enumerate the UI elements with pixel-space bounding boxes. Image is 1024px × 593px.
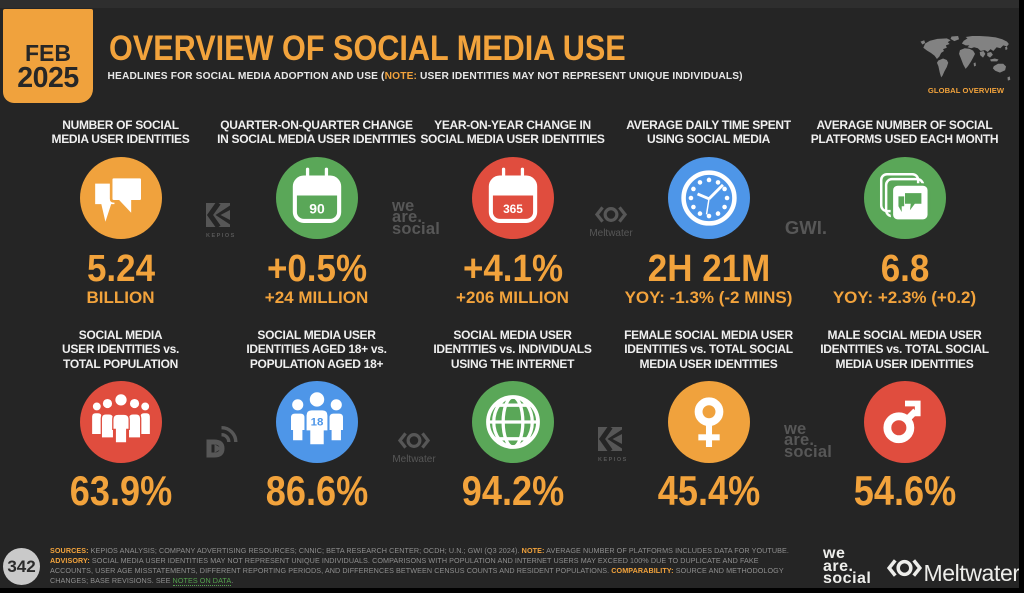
svg-text:365: 365	[503, 202, 523, 216]
svg-text:90: 90	[309, 201, 325, 217]
svg-text:18: 18	[310, 417, 323, 429]
